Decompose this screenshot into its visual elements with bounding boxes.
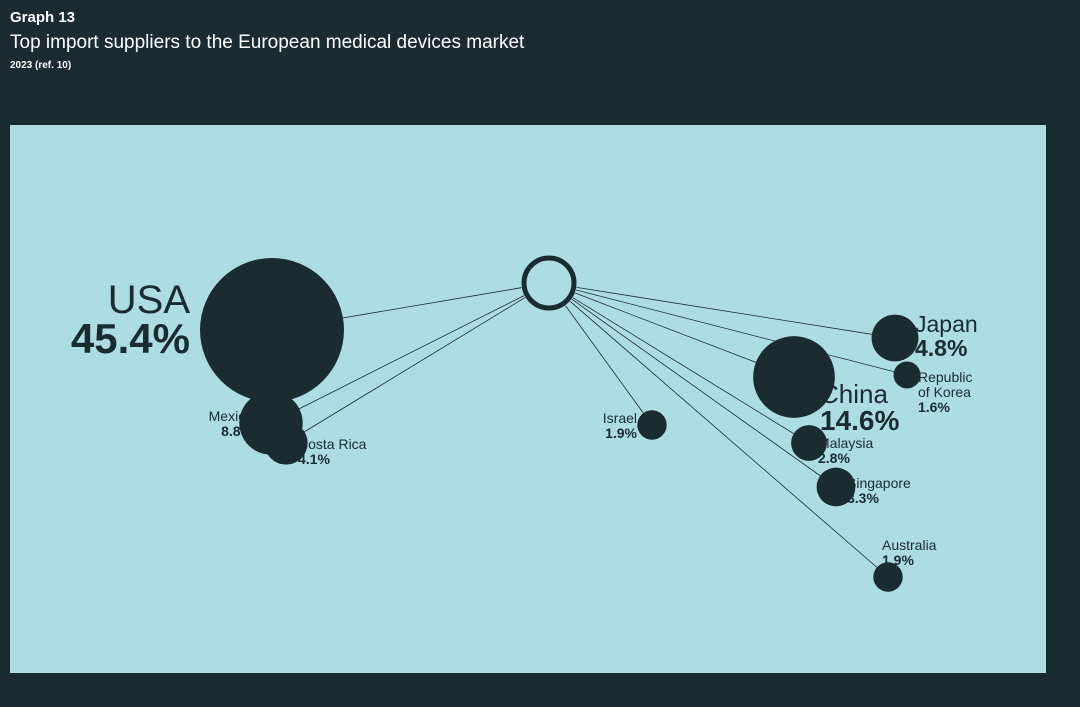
label-value-usa: 45.4% [71,315,190,362]
label-value-singapore: 3.3% [847,490,879,506]
graph-number: Graph 13 [10,9,76,26]
label-country-israel: Israel [603,410,637,426]
bubble-costa-rica [264,421,308,465]
label-value-australia: 1.9% [882,552,914,568]
label-country-japan: Japan [915,311,978,337]
label-value-israel: 1.9% [605,425,637,441]
label-country-usa: USA [108,278,191,322]
supplier-bubbles [200,258,921,592]
label-country-costa-rica: Costa Rica [298,436,367,452]
connector-line-malaysia [572,297,810,444]
connector-line-costa-rica [285,297,526,444]
label-country-mexico: Mexico [209,408,254,424]
label-country-china: China [820,379,888,409]
connector-lines [270,287,908,578]
label-value-china: 14.6% [820,405,899,436]
bubble-malaysia [791,425,827,461]
label-value-costa-rica: 4.1% [298,451,330,467]
bubble-australia [873,562,903,592]
bubble-republic-of-korea [893,361,921,389]
label-value-republic-of-korea: 1.6% [918,399,950,415]
bubble-japan [871,314,919,362]
page-title: Top import suppliers to the European med… [10,32,525,53]
connector-line-israel [565,305,653,426]
label-country-singapore: Singapore [847,475,911,491]
bubble-china [753,336,835,418]
europe-hub [521,255,577,311]
graph-subtitle: 2023 (ref. 10) [10,60,72,71]
connector-line-mexico [270,295,525,424]
label-country-malaysia: Malaysia [818,435,873,451]
label-value-mexico: 8.8% [221,423,253,439]
label-value-malaysia: 2.8% [818,450,850,466]
connector-line-republic-of-korea [576,289,908,376]
bubble-israel [637,410,667,440]
label-country-australia: Australia [882,537,937,553]
chart-panel: USA 45.4% China 14.6% Mexico 8.8% Japan 4.8% Cos… [10,125,1046,673]
label-value-japan: 4.8% [915,335,967,361]
bubble-usa [200,258,344,402]
bubble-singapore [816,467,856,507]
label-country-republic-of-korea: Republic [918,369,972,385]
connector-line-australia [569,301,889,578]
label-country-republic-of-korea: of Korea [918,384,971,400]
connector-line-singapore [571,298,837,488]
connector-line-japan [576,287,896,339]
